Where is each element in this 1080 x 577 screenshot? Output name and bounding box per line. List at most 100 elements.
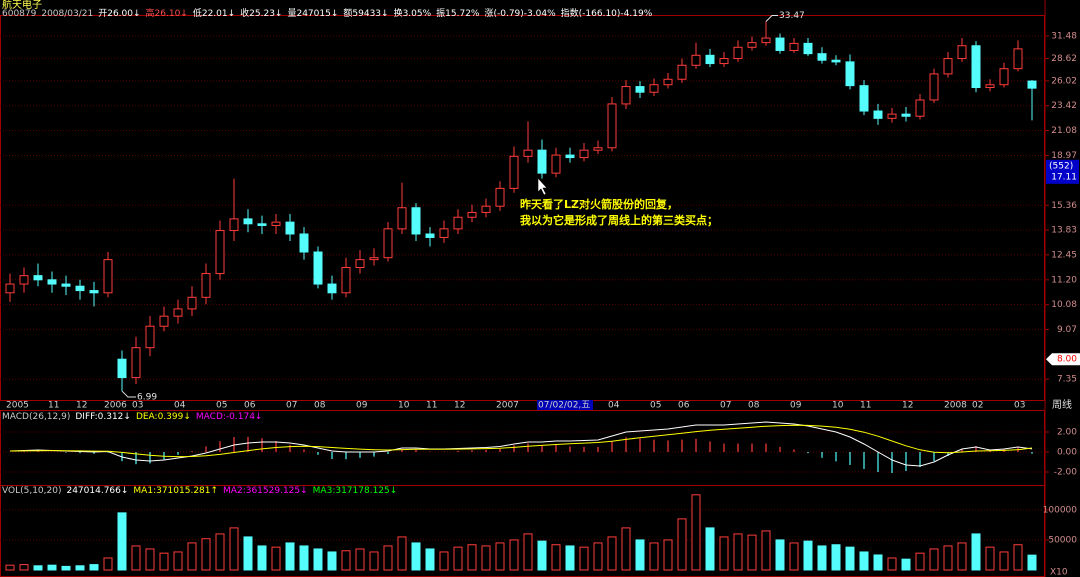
candle-body [551, 154, 561, 174]
volume-bar [733, 533, 743, 571]
candle-body [131, 347, 141, 379]
candle-body [943, 58, 953, 75]
candle-body [733, 46, 743, 60]
y-tick-label: 50000 [1048, 535, 1077, 545]
volume-bar [215, 533, 225, 571]
volume-bar [19, 564, 29, 571]
volume-bar [509, 539, 519, 571]
header-item: MA3:317178.125↓ [313, 486, 398, 496]
x-tick-label: 06 [244, 401, 256, 411]
candle-body [663, 78, 673, 86]
volume-bar [705, 527, 715, 571]
volume-bar [845, 546, 855, 571]
candle-body [677, 64, 687, 80]
volume-bar [75, 565, 85, 571]
volume-bar [691, 494, 701, 571]
volume-bar [271, 546, 281, 571]
header-item: 600879 [2, 9, 37, 19]
x-tick-label: 07 [720, 401, 731, 411]
volume-bar [761, 530, 771, 571]
x-tick-label: 07 [286, 401, 297, 411]
low-label: 6.99 [137, 393, 157, 403]
volume-bar [89, 564, 99, 571]
volume-bar [425, 548, 435, 571]
candle-body [257, 223, 267, 226]
volume-bar [327, 551, 337, 571]
volume-bar [187, 542, 197, 571]
volume-bar [299, 545, 309, 571]
candle-body [859, 85, 869, 112]
header-item: 换3.05% [394, 7, 432, 19]
volume-bar [537, 540, 547, 571]
y-tick-label: 7.35 [1057, 375, 1077, 385]
volume-bar [929, 548, 939, 571]
candle-body [691, 54, 701, 66]
candle-body [509, 155, 519, 189]
candle-body [803, 42, 813, 55]
x-tick-label: 12 [454, 401, 465, 411]
y-tick-label: 15.36 [1051, 201, 1077, 211]
y-tick-label: 28.62 [1051, 54, 1077, 64]
candle-body [229, 218, 239, 232]
volume-bar [257, 545, 267, 571]
candle-body [971, 45, 981, 89]
volume-bar [285, 542, 295, 571]
x-tick-label: 10 [398, 401, 410, 411]
candle-body [719, 58, 729, 65]
volume-bar [411, 542, 421, 571]
volume-bar [607, 536, 617, 571]
y-tick-label: -2.00 [1054, 468, 1078, 478]
x-tick-label: 2008 [944, 401, 967, 411]
volume-bar [201, 538, 211, 571]
candle-body [593, 147, 603, 151]
volume-bar [859, 551, 869, 571]
price-tag-label: 8.00 [1057, 355, 1077, 365]
volume-bar [635, 539, 645, 571]
header-item: DIFF:0.312↓ [75, 412, 131, 422]
candle-body [957, 45, 967, 60]
volume-bar [61, 565, 71, 571]
x-tick-label: 05 [650, 401, 661, 411]
candle-body [383, 228, 393, 259]
volume-bar [523, 533, 533, 571]
volume-bar [593, 542, 603, 571]
x-tick-label: 11 [48, 401, 59, 411]
x-tick-label: 2005 [6, 401, 29, 411]
candle-body [1027, 80, 1037, 89]
volume-bar [915, 552, 925, 571]
volume-bar [467, 544, 477, 571]
volume-bar [971, 533, 981, 571]
volume-bar [369, 551, 379, 571]
volume-bar [313, 548, 323, 571]
mouse-cursor [537, 177, 548, 196]
volume-bar [229, 527, 239, 571]
candle-body [173, 308, 183, 317]
volume-bar [621, 527, 631, 571]
y-tick-label: 26.02 [1051, 76, 1077, 86]
panel-header: VOL(5,10,20) 247014.766↓ MA1:371015.281↑ MA… [2, 486, 397, 496]
candle-body [369, 257, 379, 261]
candle-body [425, 233, 435, 238]
volume-bar [999, 551, 1009, 571]
macd-line [9, 421, 1033, 467]
candle-body [929, 73, 939, 101]
y-tick-label: 10.08 [1051, 300, 1077, 310]
y-tick-label: 12.45 [1051, 250, 1077, 260]
cursor-date-box [537, 400, 593, 410]
volume-bar [747, 534, 757, 571]
candle-body [299, 233, 309, 253]
candle-body [285, 221, 295, 235]
candle-body [117, 358, 127, 379]
volume-bar [775, 539, 785, 571]
candle-body [453, 216, 463, 230]
candle-body [495, 187, 505, 207]
high-label: 33.47 [779, 11, 805, 21]
x-tick-label: 06 [678, 401, 690, 411]
y-tick-label: 11.20 [1051, 275, 1077, 285]
candle-body [621, 86, 631, 105]
volume-bar [719, 536, 729, 571]
candle-body [47, 279, 57, 285]
candle-body [33, 275, 43, 281]
volume-bar [495, 542, 505, 571]
